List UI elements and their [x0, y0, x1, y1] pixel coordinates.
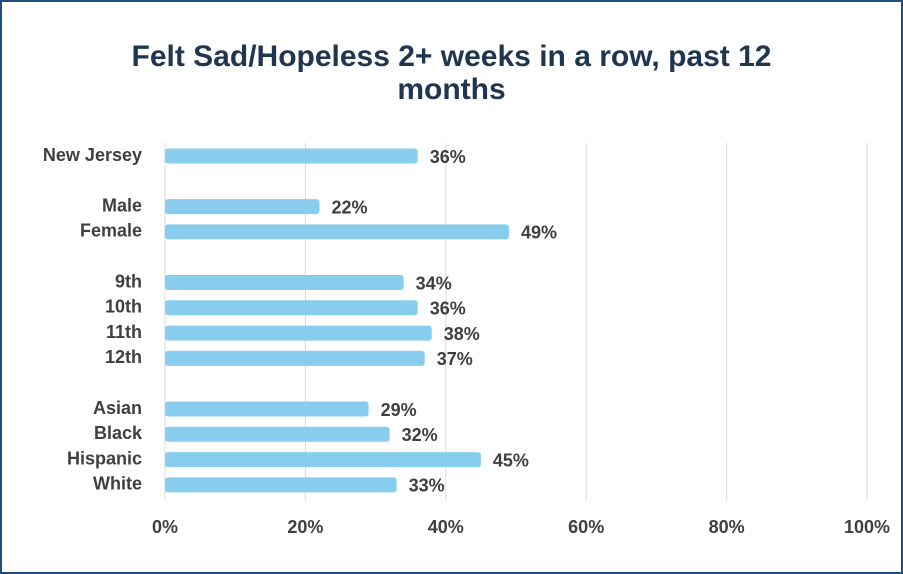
data-label: 38% [444, 324, 480, 344]
x-tick-label: 80% [709, 517, 745, 537]
y-tick-label: White [93, 474, 142, 494]
bar [165, 350, 425, 366]
y-tick-label: New Jersey [43, 145, 142, 165]
bar [165, 426, 390, 442]
bar [165, 148, 418, 164]
y-tick-label: Black [94, 423, 143, 443]
data-label: 36% [430, 299, 466, 319]
data-label: 22% [331, 197, 367, 217]
x-tick-label: 60% [568, 517, 604, 537]
y-tick-label: 11th [106, 322, 142, 342]
chart-title: Felt Sad/Hopeless 2+ weeks in a row, pas… [131, 40, 772, 106]
bar [165, 477, 397, 493]
bar [165, 275, 404, 290]
data-label: 37% [437, 349, 473, 369]
data-label: 33% [409, 476, 445, 496]
x-tick-label: 0% [152, 517, 178, 537]
data-label: 36% [430, 147, 466, 167]
data-label: 49% [521, 223, 557, 243]
bar [165, 300, 418, 316]
bar [165, 325, 432, 341]
bar [165, 401, 369, 417]
y-tick-label: Male [102, 195, 142, 215]
data-label: 32% [402, 425, 438, 445]
y-tick-label: 10th [105, 297, 142, 317]
bar [165, 452, 481, 468]
y-tick-label: Hispanic [67, 448, 142, 468]
x-tick-label: 20% [287, 517, 323, 537]
y-tick-label: Female [80, 221, 142, 241]
y-tick-label: Asian [93, 398, 142, 418]
bar [165, 224, 509, 240]
bar [165, 199, 320, 215]
data-label: 45% [493, 450, 529, 470]
title-box: Felt Sad/Hopeless 2+ weeks in a row, pas… [0, 40, 903, 106]
data-label: 29% [381, 400, 417, 420]
y-tick-label: 9th [115, 271, 142, 291]
x-tick-label: 40% [428, 517, 464, 537]
data-label: 34% [416, 273, 452, 293]
x-tick-label: 100% [844, 517, 890, 537]
y-tick-label: 12th [105, 347, 142, 367]
